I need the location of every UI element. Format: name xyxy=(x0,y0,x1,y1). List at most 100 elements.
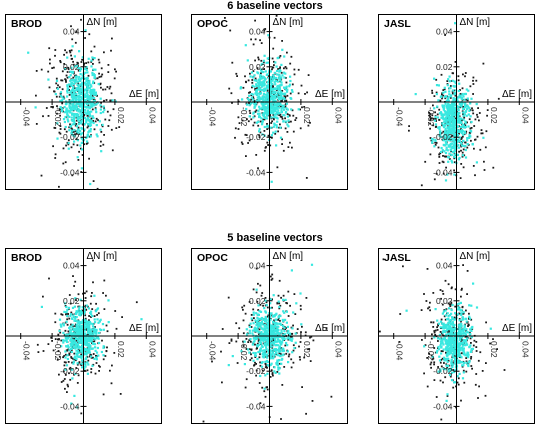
data-point xyxy=(73,394,76,397)
data-point xyxy=(70,338,73,341)
data-point xyxy=(465,357,468,359)
data-point xyxy=(66,391,68,393)
data-point xyxy=(258,80,261,83)
data-point xyxy=(65,311,68,314)
data-point xyxy=(108,119,111,122)
data-point xyxy=(474,118,477,121)
data-point xyxy=(96,94,98,97)
data-point xyxy=(434,329,437,332)
data-point xyxy=(442,293,445,295)
data-point xyxy=(430,321,432,324)
data-point xyxy=(437,340,439,342)
x-tick-label: 0.04 xyxy=(333,107,343,124)
data-point xyxy=(466,97,469,100)
y-tick-label: -0.02 xyxy=(60,132,80,142)
data-point xyxy=(260,117,263,120)
data-point xyxy=(459,309,462,312)
data-point xyxy=(445,358,448,362)
data-point xyxy=(80,137,84,140)
data-point xyxy=(76,144,79,147)
data-point xyxy=(272,294,275,297)
data-point xyxy=(267,327,270,330)
data-point xyxy=(277,325,280,328)
data-point xyxy=(460,130,463,134)
data-point xyxy=(271,105,274,108)
data-point xyxy=(467,331,470,334)
data-point xyxy=(451,120,454,123)
data-point xyxy=(437,99,440,102)
data-point xyxy=(459,102,462,105)
data-point xyxy=(432,326,435,328)
data-point xyxy=(72,86,75,89)
data-point xyxy=(60,381,63,383)
data-point xyxy=(257,331,260,334)
data-point xyxy=(78,79,82,82)
data-point xyxy=(279,84,283,87)
data-point xyxy=(460,129,464,132)
data-point xyxy=(435,91,438,94)
data-point xyxy=(89,121,92,124)
data-point xyxy=(70,84,73,87)
data-point xyxy=(73,65,77,68)
data-point xyxy=(75,349,78,352)
data-point xyxy=(470,327,473,330)
data-point xyxy=(442,381,444,384)
data-point xyxy=(80,110,82,112)
data-point xyxy=(262,318,265,321)
data-point xyxy=(472,79,474,82)
data-point xyxy=(73,122,76,125)
data-point xyxy=(58,355,61,358)
data-point xyxy=(73,55,76,58)
data-point xyxy=(465,342,468,345)
data-point xyxy=(252,98,255,101)
data-point xyxy=(265,96,268,99)
data-point xyxy=(264,89,268,92)
data-point xyxy=(65,320,68,323)
data-point xyxy=(68,372,70,375)
data-point xyxy=(257,282,259,285)
data-point xyxy=(54,49,57,51)
data-point xyxy=(446,173,449,176)
data-point xyxy=(450,303,453,306)
data-point xyxy=(431,138,434,141)
data-point xyxy=(81,77,84,80)
data-point xyxy=(288,337,291,340)
data-point xyxy=(457,120,460,123)
data-point xyxy=(478,112,481,114)
data-point xyxy=(421,339,423,341)
data-point xyxy=(87,80,90,84)
data-point xyxy=(89,128,92,131)
data-point xyxy=(459,333,462,336)
data-point xyxy=(85,352,88,355)
data-point xyxy=(80,103,83,106)
data-point xyxy=(463,113,466,116)
data-point xyxy=(271,120,273,123)
data-point xyxy=(84,361,87,364)
data-point xyxy=(446,114,449,118)
data-point xyxy=(290,89,294,92)
data-point xyxy=(36,343,39,346)
data-point xyxy=(284,99,286,102)
data-point xyxy=(76,334,79,337)
data-point xyxy=(91,325,95,328)
data-point xyxy=(104,355,107,357)
data-point xyxy=(457,343,460,346)
data-point xyxy=(91,56,94,59)
data-point xyxy=(249,338,252,341)
data-point xyxy=(460,320,462,323)
data-point xyxy=(289,79,292,83)
data-point xyxy=(248,339,251,342)
data-point xyxy=(444,279,447,282)
data-point xyxy=(87,125,90,127)
data-point xyxy=(83,102,86,105)
data-point xyxy=(91,71,94,74)
data-point xyxy=(445,338,448,342)
data-point xyxy=(269,91,272,94)
data-point xyxy=(280,336,284,339)
data-point xyxy=(305,412,307,415)
data-point xyxy=(288,83,292,86)
x-axis-label: ΔE [m] xyxy=(129,89,159,100)
data-point xyxy=(75,337,79,340)
data-point xyxy=(279,350,282,353)
data-point xyxy=(286,94,289,97)
